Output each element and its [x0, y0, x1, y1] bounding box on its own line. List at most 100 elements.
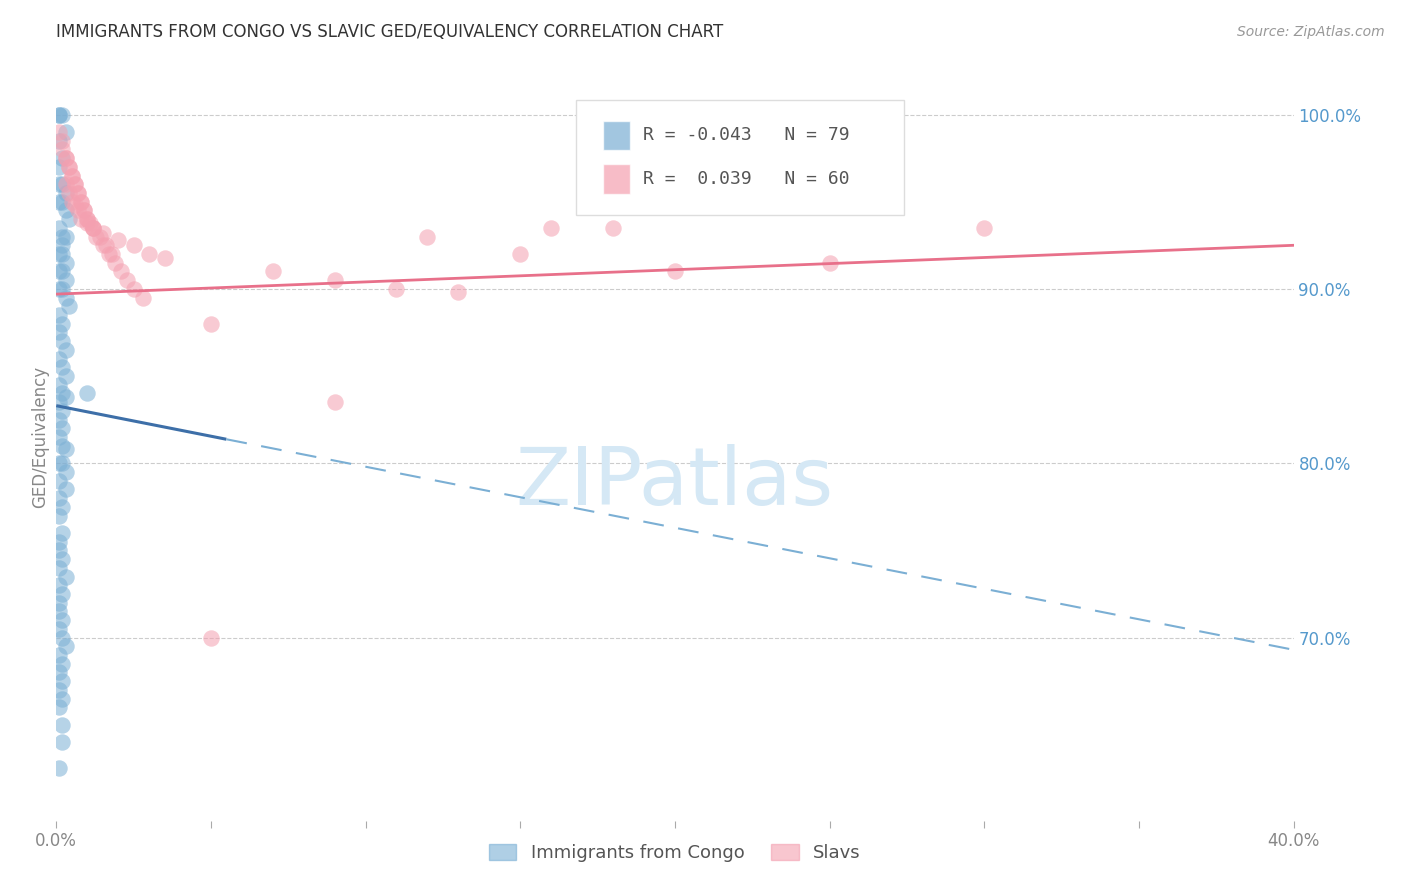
- Legend: Immigrants from Congo, Slavs: Immigrants from Congo, Slavs: [482, 837, 868, 869]
- Point: [55, 369, 77, 384]
- Point: [48, 622, 70, 636]
- Point: [51, 631, 73, 645]
- FancyBboxPatch shape: [576, 100, 904, 215]
- Point: [48, 578, 70, 592]
- Point: [51, 386, 73, 401]
- Point: [48, 395, 70, 409]
- Point: [48, 282, 70, 296]
- Point: [48, 107, 70, 121]
- Point: [51, 674, 73, 689]
- Point: [110, 264, 132, 278]
- Point: [48, 665, 70, 680]
- Point: [48, 491, 70, 505]
- Point: [55, 569, 77, 583]
- Point: [58, 186, 80, 200]
- Point: [55, 390, 77, 404]
- Point: [82, 220, 104, 235]
- Point: [55, 442, 77, 457]
- Point: [73, 203, 96, 218]
- Point: [94, 238, 117, 252]
- Point: [51, 282, 73, 296]
- Point: [153, 251, 176, 265]
- Point: [48, 604, 70, 618]
- Point: [48, 178, 70, 192]
- Point: [48, 474, 70, 488]
- Point: [66, 186, 89, 200]
- Point: [63, 198, 86, 212]
- Point: [63, 178, 86, 192]
- Point: [60, 194, 83, 209]
- Point: [86, 229, 108, 244]
- Point: [58, 299, 80, 313]
- Point: [91, 226, 114, 240]
- Point: [55, 203, 77, 218]
- Point: [117, 273, 139, 287]
- Point: [55, 125, 77, 139]
- Point: [55, 273, 77, 287]
- Point: [138, 247, 160, 261]
- Point: [200, 317, 222, 331]
- Text: R = -0.043   N = 79: R = -0.043 N = 79: [643, 126, 849, 145]
- Point: [107, 233, 129, 247]
- Point: [76, 216, 98, 230]
- Point: [509, 247, 531, 261]
- Point: [63, 178, 86, 192]
- Point: [55, 465, 77, 479]
- FancyBboxPatch shape: [603, 164, 630, 194]
- Point: [58, 160, 80, 174]
- Point: [48, 456, 70, 470]
- Point: [70, 212, 93, 227]
- Point: [385, 282, 408, 296]
- Point: [82, 220, 104, 235]
- Point: [48, 220, 70, 235]
- Point: [66, 186, 89, 200]
- Point: [664, 264, 686, 278]
- Point: [97, 247, 120, 261]
- Point: [48, 377, 70, 392]
- Point: [104, 256, 127, 270]
- Point: [540, 220, 562, 235]
- Point: [51, 134, 73, 148]
- Point: [51, 657, 73, 671]
- Point: [132, 291, 155, 305]
- Point: [55, 151, 77, 165]
- Point: [58, 212, 80, 227]
- Point: [55, 186, 77, 200]
- Point: [51, 151, 73, 165]
- Point: [48, 194, 70, 209]
- Text: ZIPatlas: ZIPatlas: [516, 444, 834, 522]
- Point: [51, 107, 73, 121]
- Point: [101, 247, 124, 261]
- Point: [48, 264, 70, 278]
- Point: [51, 360, 73, 375]
- Point: [51, 691, 73, 706]
- Point: [70, 194, 93, 209]
- Point: [51, 229, 73, 244]
- Point: [323, 395, 346, 409]
- Point: [48, 412, 70, 426]
- Point: [51, 334, 73, 349]
- Point: [48, 247, 70, 261]
- Point: [51, 404, 73, 418]
- Point: [51, 317, 73, 331]
- Point: [48, 596, 70, 610]
- Point: [89, 229, 111, 244]
- Point: [55, 229, 77, 244]
- Point: [82, 220, 104, 235]
- Point: [60, 169, 83, 183]
- Point: [818, 256, 841, 270]
- Point: [51, 613, 73, 627]
- Point: [48, 543, 70, 558]
- Point: [51, 143, 73, 157]
- Point: [48, 107, 70, 121]
- Point: [51, 247, 73, 261]
- Point: [51, 439, 73, 453]
- Point: [51, 178, 73, 192]
- Point: [51, 525, 73, 540]
- Point: [48, 326, 70, 340]
- Point: [51, 264, 73, 278]
- Text: IMMIGRANTS FROM CONGO VS SLAVIC GED/EQUIVALENCY CORRELATION CHART: IMMIGRANTS FROM CONGO VS SLAVIC GED/EQUI…: [56, 23, 724, 41]
- Point: [51, 194, 73, 209]
- Point: [602, 220, 624, 235]
- Point: [76, 386, 98, 401]
